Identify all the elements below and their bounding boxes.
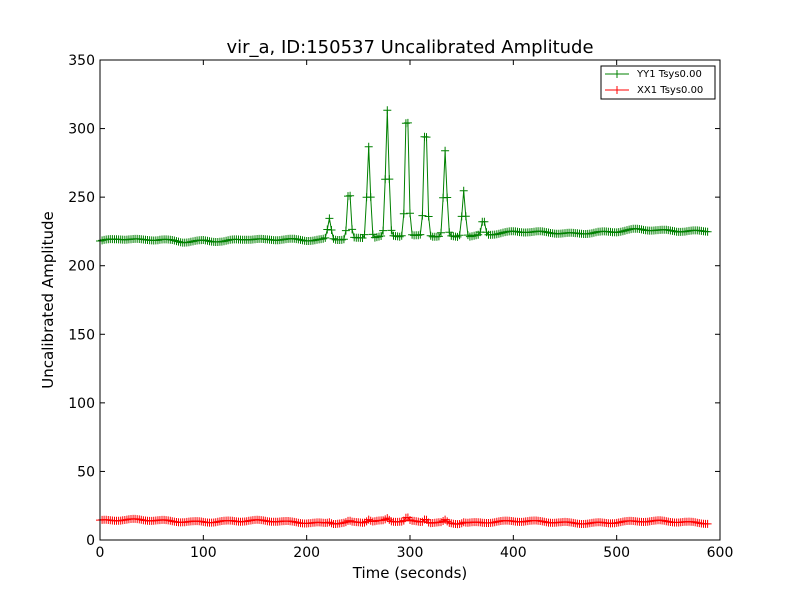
- axes: 0 100 200 300 400 500 600 0 50 100 150 200 250 300 350: [68, 53, 733, 561]
- data-point: [385, 175, 394, 184]
- data-point: [377, 232, 386, 240]
- data-point: [383, 514, 392, 523]
- data-point: [339, 235, 348, 244]
- data-point: [459, 186, 468, 195]
- data-point: [703, 227, 712, 236]
- data-point: [346, 516, 355, 525]
- data-point: [437, 518, 445, 527]
- series-layer: [96, 106, 712, 529]
- data-point: [337, 235, 346, 244]
- legend-box: [600, 65, 716, 100]
- data-point: [397, 517, 406, 526]
- y-tick-label: 200: [68, 259, 95, 275]
- data-point: [325, 214, 334, 223]
- chart-title: vir_a, ID:150537 Uncalibrated Amplitude: [226, 37, 593, 58]
- data-point: [325, 518, 334, 527]
- data-point: [496, 229, 505, 238]
- data-point: [360, 230, 369, 239]
- data-point: [416, 230, 425, 239]
- data-point: [618, 227, 627, 236]
- data-point: [426, 231, 435, 240]
- data-point: [329, 234, 338, 243]
- x-tick-label: 400: [500, 545, 527, 561]
- data-point: [327, 226, 336, 234]
- data-point: [422, 133, 431, 142]
- y-tick-label: 350: [68, 53, 95, 69]
- x-axis-label: Time (seconds): [352, 564, 468, 582]
- data-point: [174, 237, 183, 246]
- y-tick-label: 100: [68, 396, 95, 412]
- data-point: [494, 229, 503, 238]
- x-tick-label: 300: [397, 545, 424, 561]
- data-point: [321, 233, 330, 242]
- data-point: [375, 232, 383, 241]
- data-point: [368, 230, 377, 239]
- data-point: [385, 515, 394, 524]
- data-point: [418, 211, 427, 220]
- data-point: [703, 519, 712, 528]
- y-tick-label: 300: [68, 122, 95, 138]
- data-point: [364, 515, 373, 524]
- data-point: [455, 231, 464, 240]
- data-point: [339, 518, 348, 527]
- data-point: [364, 142, 373, 151]
- x-tick-label: 200: [293, 545, 320, 561]
- data-point: [620, 226, 629, 235]
- data-point: [358, 234, 367, 242]
- data-point: [319, 234, 328, 243]
- y-tick-label: 0: [86, 533, 95, 549]
- data-point: [443, 193, 452, 202]
- data-point: [346, 191, 355, 200]
- data-point: [366, 193, 375, 202]
- data-point: [397, 231, 406, 240]
- data-point: [383, 106, 392, 115]
- data-point: [445, 228, 454, 237]
- data-point: [463, 231, 472, 240]
- data-point: [387, 226, 396, 235]
- data-point: [434, 232, 443, 241]
- y-tick-label: 150: [68, 327, 95, 343]
- legend-label-xx1: XX1 Tsys0.00: [637, 85, 703, 96]
- data-point: [455, 520, 464, 528]
- data-point: [360, 518, 369, 527]
- data-point: [406, 516, 414, 524]
- y-tick-label: 250: [68, 190, 95, 206]
- y-tick-label: 50: [77, 464, 95, 480]
- series-yy1: [96, 106, 712, 247]
- x-tick-label: 500: [603, 545, 630, 561]
- x-tick-label: 600: [707, 545, 734, 561]
- data-point: [395, 232, 404, 241]
- data-point: [403, 118, 412, 127]
- series-xx1: [96, 513, 712, 529]
- data-point: [453, 232, 462, 241]
- legend-label-yy1: YY1 Tsys0.00: [636, 69, 702, 80]
- data-point: [424, 212, 433, 221]
- x-tick-label: 100: [190, 545, 217, 561]
- data-point: [341, 226, 350, 235]
- y-axis-label: Uncalibrated Amplitude: [39, 211, 57, 388]
- legend: YY1 Tsys0.00 XX1 Tsys0.00: [600, 65, 716, 100]
- legend-marker-xx1: [613, 86, 621, 94]
- x-tick-label: 0: [96, 545, 105, 561]
- data-point: [437, 228, 445, 237]
- data-point: [414, 231, 423, 240]
- data-point: [379, 226, 388, 235]
- data-point: [480, 217, 489, 226]
- data-point: [406, 209, 414, 218]
- data-point: [441, 146, 450, 155]
- data-point: [461, 212, 470, 221]
- data-point: [441, 515, 450, 524]
- data-point: [443, 517, 452, 526]
- data-point: [399, 209, 408, 218]
- data-point: [170, 236, 179, 245]
- legend-marker-yy1: [613, 70, 621, 78]
- data-point: [348, 225, 357, 234]
- data-point: [220, 237, 228, 246]
